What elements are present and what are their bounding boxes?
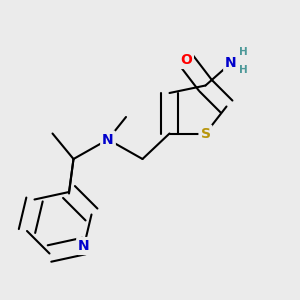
Text: S: S (200, 127, 211, 140)
Text: N: N (102, 133, 114, 146)
Text: O: O (180, 53, 192, 67)
Text: H: H (239, 47, 248, 57)
Text: N: N (225, 56, 237, 70)
Text: H: H (239, 65, 248, 75)
Text: N: N (78, 239, 90, 253)
